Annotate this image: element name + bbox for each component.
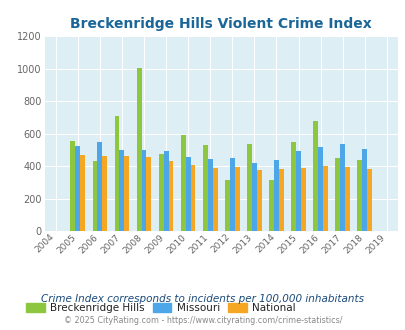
Bar: [163, 151, 168, 231]
Bar: [318, 147, 322, 231]
Text: © 2025 CityRating.com - https://www.cityrating.com/crime-statistics/: © 2025 CityRating.com - https://www.city…: [64, 316, 341, 325]
Bar: [190, 165, 195, 231]
Bar: [278, 169, 283, 231]
Legend: Breckenridge Hills, Missouri, National: Breckenridge Hills, Missouri, National: [21, 299, 299, 317]
Bar: [339, 144, 344, 231]
Bar: [158, 154, 163, 231]
Bar: [124, 156, 129, 231]
Text: Crime Index corresponds to incidents per 100,000 inhabitants: Crime Index corresponds to incidents per…: [41, 294, 364, 304]
Bar: [344, 167, 349, 231]
Bar: [322, 166, 327, 231]
Bar: [313, 121, 318, 231]
Bar: [146, 157, 151, 231]
Title: Breckenridge Hills Violent Crime Index: Breckenridge Hills Violent Crime Index: [70, 17, 371, 31]
Bar: [295, 151, 300, 231]
Bar: [252, 163, 256, 231]
Bar: [92, 161, 97, 231]
Bar: [70, 141, 75, 231]
Bar: [180, 135, 185, 231]
Bar: [224, 180, 229, 231]
Bar: [97, 142, 102, 231]
Bar: [119, 150, 124, 231]
Bar: [212, 168, 217, 231]
Bar: [256, 170, 261, 231]
Bar: [136, 68, 141, 231]
Bar: [75, 146, 80, 231]
Bar: [273, 160, 278, 231]
Bar: [185, 157, 190, 231]
Bar: [168, 161, 173, 231]
Bar: [366, 169, 371, 231]
Bar: [114, 116, 119, 231]
Bar: [202, 145, 207, 231]
Bar: [269, 180, 273, 231]
Bar: [80, 155, 85, 231]
Bar: [290, 142, 295, 231]
Bar: [141, 150, 146, 231]
Bar: [234, 167, 239, 231]
Bar: [335, 158, 339, 231]
Bar: [207, 159, 212, 231]
Bar: [300, 168, 305, 231]
Bar: [229, 158, 234, 231]
Bar: [247, 144, 252, 231]
Bar: [356, 160, 361, 231]
Bar: [102, 155, 107, 231]
Bar: [361, 149, 366, 231]
